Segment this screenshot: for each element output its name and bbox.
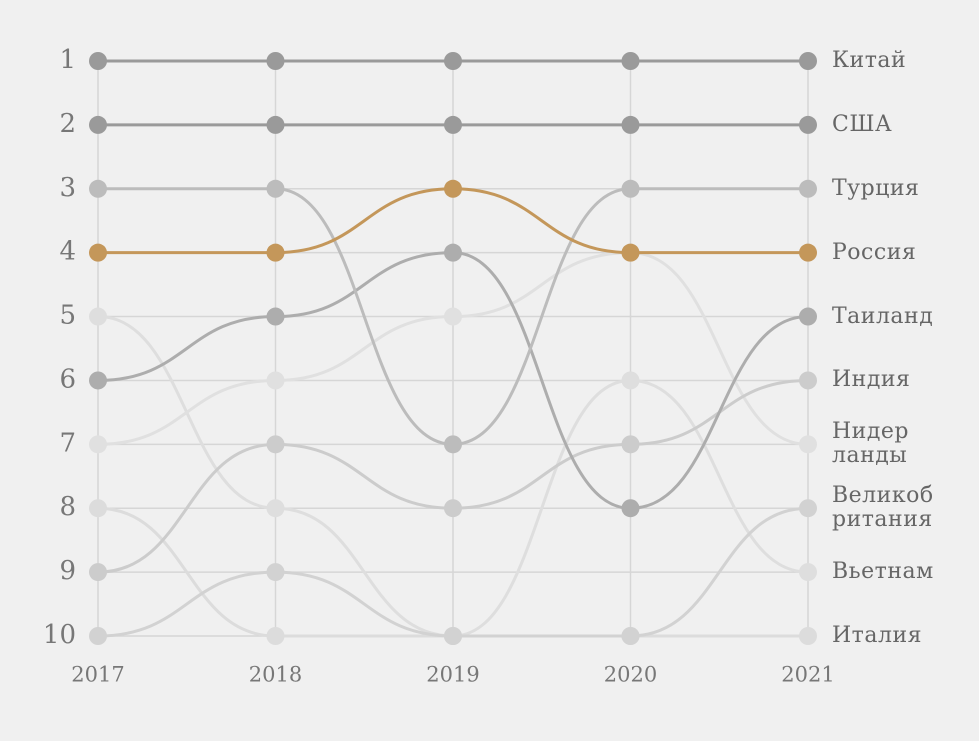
series-point	[89, 52, 107, 70]
series-point	[89, 563, 107, 582]
series-point	[621, 435, 640, 454]
series-label: Вьетнам	[832, 559, 934, 585]
series-point	[89, 435, 107, 454]
series-label: Россия	[832, 239, 917, 265]
series-point	[444, 499, 462, 518]
series-point	[266, 371, 285, 390]
x-tick-label: 2018	[249, 663, 302, 687]
series-point	[799, 499, 817, 518]
series-line	[97, 251, 809, 510]
series-point	[621, 627, 640, 645]
series-label: Китай	[832, 48, 907, 73]
series-label: Турция	[832, 175, 920, 201]
series-point	[799, 52, 817, 70]
series-point	[799, 243, 817, 262]
series-point	[799, 563, 817, 582]
series-point	[89, 179, 107, 198]
series-point	[621, 499, 640, 518]
series-point	[266, 435, 285, 454]
y-tick-label: 10	[43, 620, 76, 650]
x-tick-label: 2020	[604, 663, 657, 687]
series-point	[799, 307, 817, 326]
series-point	[444, 52, 462, 70]
series-label: Великоб ритания	[832, 483, 934, 533]
series-point	[266, 179, 285, 198]
series-point	[444, 243, 462, 262]
series-point	[444, 307, 462, 326]
series-point	[266, 627, 285, 645]
series-point	[621, 371, 640, 390]
series-point	[266, 243, 285, 262]
series-point	[444, 115, 462, 134]
series-point	[266, 115, 285, 134]
series-label: Таиланд	[832, 303, 934, 329]
x-tick-label: 2021	[781, 663, 834, 687]
y-tick-label: 5	[59, 301, 76, 331]
series-point	[621, 179, 640, 198]
series-point	[89, 307, 107, 326]
series-point	[621, 243, 640, 262]
series-label: Нидер ланды	[832, 419, 909, 469]
series-point	[799, 435, 817, 454]
series-point	[621, 52, 640, 70]
y-tick-label: 8	[59, 492, 76, 522]
series-label: США	[832, 111, 893, 137]
y-tick-label: 6	[59, 364, 76, 394]
y-tick-label: 2	[59, 109, 76, 139]
series-point	[799, 627, 817, 645]
series-label: Индия	[832, 367, 911, 393]
series-point	[89, 115, 107, 134]
y-tick-label: 1	[59, 45, 76, 75]
y-tick-label: 7	[59, 428, 76, 458]
series-point	[266, 499, 285, 518]
series-point	[89, 627, 107, 645]
series-point	[266, 563, 285, 582]
series-point	[89, 499, 107, 518]
series-label: Италия	[832, 623, 922, 648]
series-point	[89, 243, 107, 262]
series-point	[799, 371, 817, 390]
x-tick-label: 2017	[71, 663, 124, 687]
series-point	[799, 179, 817, 198]
series-point	[444, 179, 462, 198]
series-point	[444, 435, 462, 454]
x-tick-label: 2019	[426, 663, 479, 687]
y-tick-label: 4	[59, 237, 76, 267]
series-point	[799, 115, 817, 134]
y-tick-label: 3	[59, 173, 76, 203]
series-point	[444, 627, 462, 645]
series-line	[97, 251, 809, 446]
y-tick-label: 9	[59, 556, 76, 586]
series-point	[621, 115, 640, 134]
series-point	[89, 371, 107, 390]
series-point	[266, 307, 285, 326]
series-point	[266, 52, 285, 70]
